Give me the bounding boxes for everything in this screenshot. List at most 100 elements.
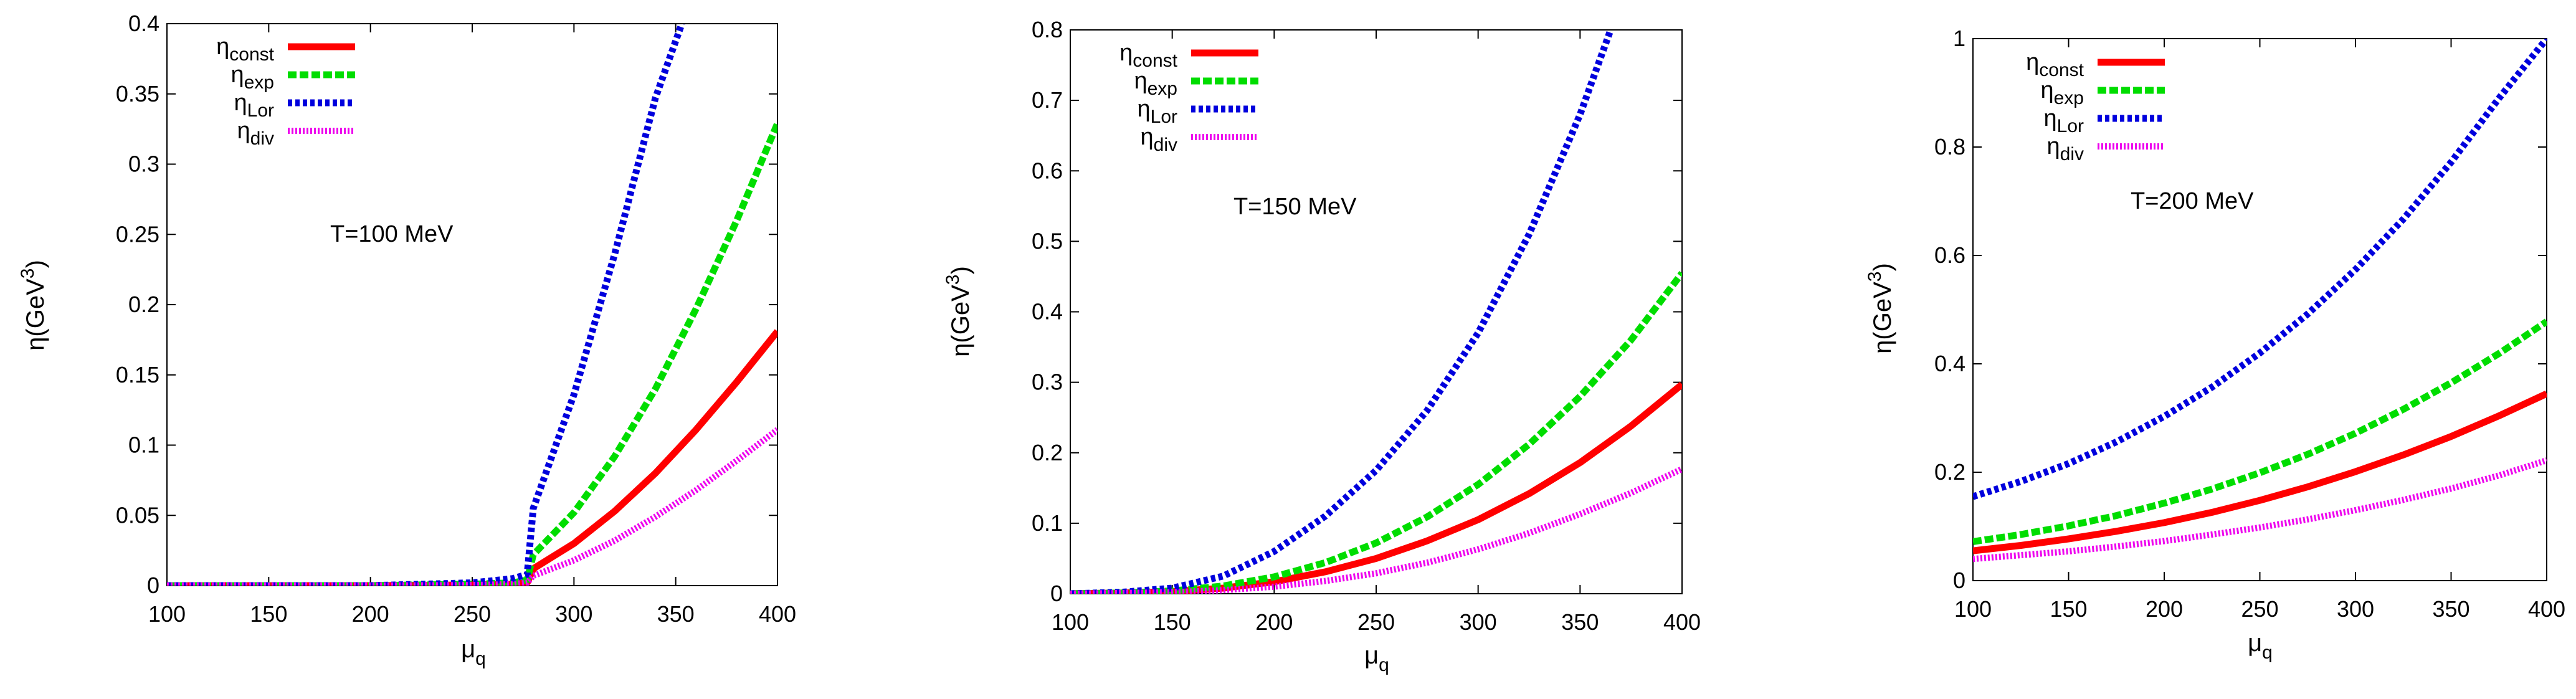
x-axis-subscript: q (475, 649, 486, 669)
y-tick-label: 0 (1050, 581, 1063, 606)
x-tick-label: 250 (2241, 596, 2278, 622)
y-axis-superscript: 3 (17, 269, 38, 279)
x-axis-symbol: μ (2248, 629, 2262, 657)
legend-subscript: exp (244, 72, 274, 93)
y-axis-text: η(GeV (22, 278, 49, 351)
y-tick-label: 0.3 (128, 151, 159, 177)
legend-symbol: η (2026, 49, 2039, 75)
legend-subscript: exp (2054, 88, 2084, 108)
x-tick-label: 200 (1255, 609, 1293, 635)
chart-panel-2: 100 150 200 250 300 350 400 0 0.1 0.2 0.3 0.4 0.5 0.6… (943, 17, 1701, 675)
legend-label: ηconst (1119, 40, 1178, 71)
legend-label: ηdiv (237, 118, 275, 149)
legend-symbol: η (1141, 124, 1154, 150)
legend-subscript: exp (1148, 78, 1177, 99)
series-line-const (1973, 390, 2547, 554)
y-axis-text: η(GeV (947, 285, 974, 357)
x-tick-label: 200 (352, 601, 389, 627)
chart-panel-3: 100 150 200 250 300 350 40000.20.40.60.81ηcons… (1865, 26, 2565, 663)
legend-label: ηLor (1138, 96, 1178, 127)
y-axis-label: η(GeV3) (1865, 263, 1896, 354)
y-axis-close: ) (1869, 263, 1896, 271)
series-line-const (1070, 381, 1682, 594)
y-tick-label: 0.25 (116, 221, 159, 247)
y-tick-label: 0.8 (1934, 134, 1965, 159)
legend-symbol: η (2047, 133, 2060, 159)
chart-annotation: T=150 MeV (1233, 194, 1357, 220)
legend-subscript: div (1154, 135, 1177, 155)
y-tick-label: 0.1 (1032, 510, 1063, 536)
series-line-exp (167, 121, 777, 586)
y-tick-label: 0 (1953, 568, 1965, 593)
x-tick-label: 350 (1561, 609, 1599, 635)
legend-label: ηLor (234, 90, 275, 121)
x-tick-label: 100 (1954, 596, 1992, 622)
x-axis-label: μq (2248, 629, 2273, 663)
legend-label: ηdiv (1141, 124, 1178, 155)
series-line-div (1070, 466, 1682, 594)
x-tick-label: 150 (1154, 609, 1191, 635)
y-axis-superscript: 3 (943, 275, 963, 285)
y-tick-label: 0 (147, 573, 159, 598)
x-tick-label: 100 (148, 601, 186, 627)
y-axis-close: ) (947, 266, 974, 274)
x-axis-label: μq (1364, 642, 1389, 675)
legend-symbol: η (2044, 105, 2057, 131)
x-tick-label: 300 (1460, 609, 1497, 635)
legend-label: ηexp (2040, 77, 2084, 108)
legend-label: ηconst (216, 34, 275, 65)
y-axis-label: η(GeV3) (943, 266, 974, 357)
legend-subscript: Lor (2057, 116, 2084, 136)
x-tick-label: 300 (2337, 596, 2374, 622)
x-tick-label: 350 (2432, 596, 2469, 622)
x-axis-symbol: μ (461, 635, 475, 663)
series-line-div (1973, 457, 2547, 563)
legend-label: ηexp (1134, 68, 1177, 99)
chart-annotation: T=100 MeV (330, 221, 454, 247)
legend-symbol: η (1119, 40, 1133, 66)
legend-symbol: η (216, 34, 229, 60)
y-tick-label: 0.3 (1032, 369, 1063, 395)
x-tick-label: 250 (1357, 609, 1395, 635)
y-axis-text: η(GeV (1869, 282, 1896, 354)
x-tick-label: 250 (454, 601, 491, 627)
series-line-exp (1070, 270, 1682, 594)
y-axis-close: ) (22, 260, 49, 268)
legend-symbol: η (1138, 96, 1151, 122)
x-tick-label: 150 (2050, 596, 2087, 622)
y-tick-label: 0.6 (1934, 242, 1965, 268)
x-tick-label: 400 (1663, 609, 1701, 635)
series-line-exp (1973, 318, 2547, 545)
legend-subscript: Lor (247, 100, 274, 121)
legend-label: ηconst (2026, 49, 2084, 80)
x-axis-label: μq (461, 635, 486, 669)
x-axis-symbol: μ (1364, 642, 1379, 669)
y-tick-label: 0.8 (1032, 17, 1063, 42)
y-tick-label: 0.4 (128, 11, 159, 36)
series-line-const (167, 329, 777, 586)
y-tick-label: 0.15 (116, 362, 159, 388)
x-tick-label: 100 (1052, 609, 1089, 635)
legend-symbol: η (2040, 77, 2053, 103)
series-line-lor (167, 24, 685, 586)
x-tick-label: 400 (2528, 596, 2565, 622)
chart-panel-1: 100 150 200 250 300 350 400 0 0.05 0.1 0.15 0.2 0.25… (17, 11, 796, 669)
y-tick-label: 0.2 (128, 292, 159, 317)
series-line-lor (1070, 30, 1614, 594)
y-tick-label: 0.7 (1032, 87, 1063, 113)
legend-subscript: const (1133, 50, 1177, 71)
y-tick-label: 0.2 (1032, 440, 1063, 465)
legend-symbol: η (234, 90, 247, 116)
legend-label: ηexp (231, 62, 274, 93)
x-axis-subscript: q (2262, 642, 2273, 663)
x-tick-label: 300 (555, 601, 592, 627)
y-axis-label: η(GeV3) (17, 260, 49, 351)
legend-subscript: div (2060, 144, 2084, 164)
y-tick-label: 0.2 (1934, 459, 1965, 485)
y-tick-label: 0.35 (116, 81, 159, 107)
y-tick-label: 0.05 (116, 502, 159, 528)
x-tick-label: 200 (2146, 596, 2183, 622)
